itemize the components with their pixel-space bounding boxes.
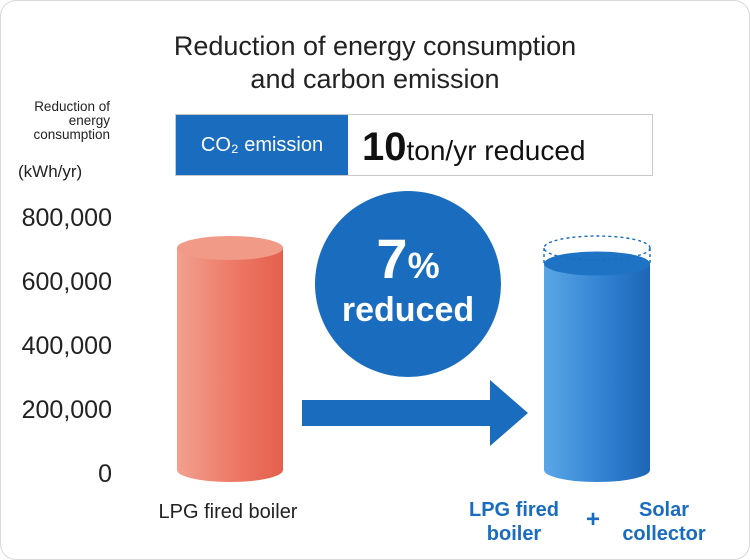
arrow-shape [302, 380, 528, 446]
title-line-1: Reduction of energy consumption [173, 31, 577, 61]
reduction-text: reduced [341, 291, 475, 329]
category-label-lpg-boiler: LPG fired boiler [158, 501, 298, 523]
reduction-callout: 7% reduced [315, 191, 501, 377]
bar [177, 236, 283, 482]
bar [544, 251, 650, 482]
plus-sign: + [586, 506, 601, 533]
reduction-unit: % [407, 245, 440, 286]
category-label-lpg-boiler-plus-solar: LPG fired boiler [430, 498, 598, 546]
category-label-line-2: collector [622, 523, 706, 545]
bar-body [544, 263, 650, 482]
y-axis-label-line-3: consumption [33, 127, 110, 142]
y-tick-label: 200,000 [22, 396, 112, 424]
category-label-solar-collector: Solar collector [605, 498, 723, 546]
co2-value-number: 10 [362, 125, 407, 169]
bar-body [177, 248, 283, 482]
category-label-line-1: LPG fired [468, 499, 559, 521]
chart-title: Reduction of energy consumption and carb… [0, 30, 750, 96]
y-axis-unit: (kWh/yr) [18, 162, 83, 181]
bar-group [177, 235, 651, 482]
y-tick-label: 400,000 [22, 332, 112, 360]
y-tick-label: 600,000 [22, 268, 112, 296]
y-axis-ticks: 800,000 600,000 400,000 200,000 0 [22, 204, 112, 488]
category-label-line-2: boiler [486, 523, 542, 545]
y-tick-label: 800,000 [22, 204, 112, 232]
co2-value-unit: ton/yr reduced [406, 135, 586, 166]
y-axis-label-line-1: Reduction of [34, 99, 110, 114]
co2-banner-label: CO₂ emission [176, 115, 348, 175]
bar-top [544, 251, 650, 276]
y-axis-label: Reduction of energy consumption [6, 100, 110, 142]
co2-banner: CO₂ emission 10ton/yr reduced [175, 114, 653, 176]
category-label-line-1: Solar [638, 499, 690, 521]
reduction-percent: 7% [315, 231, 501, 294]
reduction-number: 7 [376, 227, 408, 290]
bar-top [177, 236, 283, 260]
co2-banner-value: 10ton/yr reduced [362, 115, 586, 175]
title-line-2: and carbon emission [250, 64, 500, 94]
reduced-portion-outline [543, 235, 651, 264]
y-tick-label: 0 [98, 460, 112, 488]
y-axis-label-line-2: energy [68, 113, 110, 128]
